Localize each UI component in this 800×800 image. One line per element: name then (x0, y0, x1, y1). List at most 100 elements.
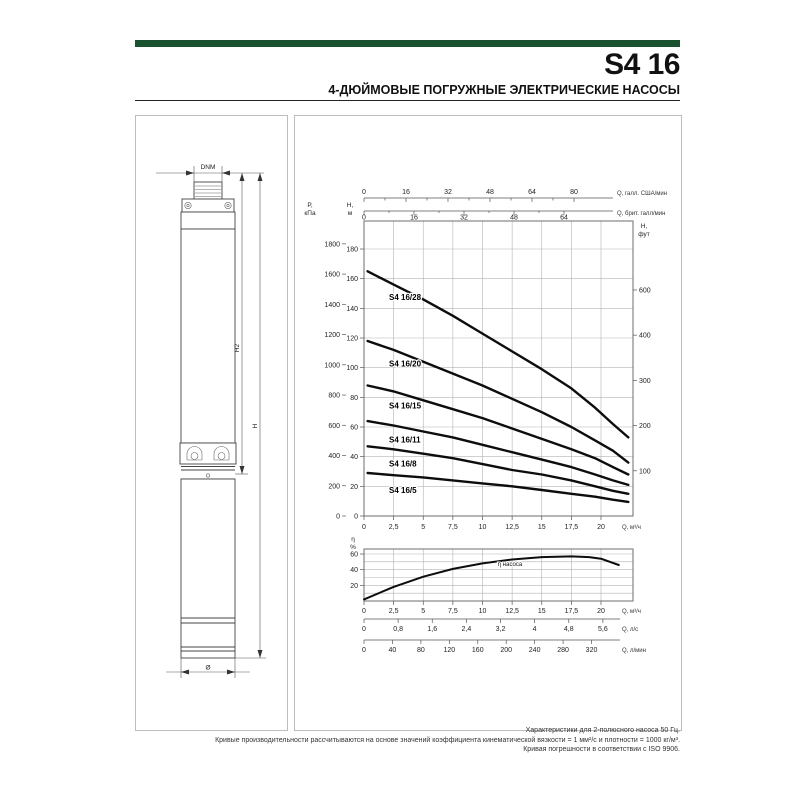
svg-text:40: 40 (389, 647, 397, 654)
svg-text:Q, м³/ч: Q, м³/ч (622, 525, 641, 531)
svg-text:кПа: кПа (304, 210, 316, 217)
svg-text:1200: 1200 (324, 332, 340, 339)
svg-text:80: 80 (417, 647, 425, 654)
svg-text:7,5: 7,5 (448, 524, 458, 531)
svg-text:P,: P, (307, 202, 312, 209)
svg-text:S4 16/8: S4 16/8 (389, 460, 417, 469)
svg-text:η насоса: η насоса (498, 562, 523, 568)
svg-text:1600: 1600 (324, 272, 340, 279)
svg-text:S4 16/20: S4 16/20 (389, 359, 422, 368)
svg-text:0: 0 (362, 215, 366, 222)
footnote-line: Характеристики для 2-полюсного насоса 50… (525, 727, 680, 734)
svg-text:17,5: 17,5 (565, 608, 579, 615)
svg-text:60: 60 (350, 552, 358, 559)
svg-text:%: % (350, 544, 356, 551)
svg-text:20: 20 (597, 524, 605, 531)
h2-arrow-bottom (239, 466, 245, 474)
svg-text:16: 16 (402, 189, 410, 196)
svg-text:20: 20 (350, 583, 358, 590)
dim-label-dnm: DNM (201, 164, 216, 171)
svg-text:200: 200 (328, 483, 340, 490)
svg-text:0: 0 (362, 608, 366, 615)
svg-text:16: 16 (410, 215, 418, 222)
svg-text:180: 180 (346, 247, 358, 254)
svg-text:Q, м³/ч: Q, м³/ч (622, 609, 641, 615)
dim-label-h2: H2 (234, 343, 241, 352)
page-subtitle: 4-ДЮЙМОВЫЕ ПОГРУЖНЫЕ ЭЛЕКТРИЧЕСКИЕ НАСОС… (328, 83, 680, 97)
pump-top-bracket (181, 198, 235, 213)
svg-text:Q, л/с: Q, л/с (622, 627, 638, 633)
svg-text:80: 80 (350, 395, 358, 402)
h-arrow-top (257, 173, 263, 181)
svg-text:7,5: 7,5 (448, 608, 458, 615)
dim-label-h: H (252, 423, 259, 428)
svg-text:300: 300 (639, 378, 651, 385)
svg-text:48: 48 (486, 189, 494, 196)
svg-text:100: 100 (346, 365, 358, 372)
svg-text:40: 40 (350, 454, 358, 461)
svg-text:400: 400 (328, 453, 340, 460)
svg-text:10: 10 (479, 524, 487, 531)
svg-text:15: 15 (538, 608, 546, 615)
svg-text:Q, брит. галл/мин: Q, брит. галл/мин (617, 211, 665, 217)
svg-text:160: 160 (346, 276, 358, 283)
footnote-line: Кривые производительности рассчитываются… (215, 736, 680, 744)
svg-text:2,5: 2,5 (389, 608, 399, 615)
svg-text:400: 400 (639, 333, 651, 340)
pump-technical-drawing: DNM (156, 164, 266, 678)
svg-text:240: 240 (529, 647, 541, 654)
dnm-arrow-left (186, 170, 194, 176)
svg-text:200: 200 (639, 423, 651, 430)
diameter-arrow-right (227, 669, 235, 675)
footnotes: Характеристики для 2-полюсного насоса 50… (160, 726, 680, 755)
svg-text:160: 160 (472, 647, 484, 654)
svg-text:15: 15 (538, 524, 546, 531)
svg-text:32: 32 (460, 215, 468, 222)
svg-text:1,6: 1,6 (427, 626, 437, 633)
pump-motor (180, 478, 236, 659)
h2-arrow-top (239, 173, 245, 181)
svg-text:200: 200 (500, 647, 512, 654)
pump-top-cap (180, 211, 236, 230)
svg-text:64: 64 (528, 189, 536, 196)
svg-text:100: 100 (639, 468, 651, 475)
svg-text:S4 16/11: S4 16/11 (389, 436, 421, 445)
svg-text:H,: H, (347, 202, 354, 209)
header-rule (135, 100, 680, 101)
svg-text:120: 120 (443, 647, 455, 654)
performance-chart: 0 2,5 5 7,5 10 12,5 15 17,5 20 Q, м³/ч02004006008… (304, 189, 667, 654)
svg-text:0,8: 0,8 (393, 626, 403, 633)
svg-text:40: 40 (350, 567, 358, 574)
svg-text:фут: фут (638, 231, 650, 238)
pump-suction (179, 442, 237, 465)
svg-text:64: 64 (560, 215, 568, 222)
svg-text:2,4: 2,4 (462, 626, 472, 633)
header-accent-bar (135, 40, 680, 47)
svg-text:800: 800 (328, 393, 340, 400)
svg-text:140: 140 (346, 306, 358, 313)
svg-text:м: м (348, 210, 353, 217)
chart-panel: 0 2,5 5 7,5 10 12,5 15 17,5 20 Q, м³/ч 0 200 400 600 8… (294, 115, 682, 731)
svg-text:S4 16/28: S4 16/28 (389, 293, 422, 302)
svg-text:1400: 1400 (324, 302, 340, 309)
svg-text:280: 280 (557, 647, 569, 654)
dnm-arrow-right (222, 170, 230, 176)
svg-text:0: 0 (336, 514, 340, 521)
svg-text:17,5: 17,5 (565, 524, 579, 531)
svg-text:0: 0 (362, 626, 366, 633)
svg-text:10: 10 (479, 608, 487, 615)
svg-text:2,5: 2,5 (389, 524, 399, 531)
svg-text:4,8: 4,8 (564, 626, 574, 633)
svg-text:η: η (351, 536, 355, 543)
svg-text:600: 600 (639, 287, 651, 294)
h-arrow-bottom (257, 650, 263, 658)
svg-text:12,5: 12,5 (505, 524, 519, 531)
svg-text:1800: 1800 (324, 241, 340, 248)
footnote-line: Кривая погрешности в соответствии с ISO … (523, 746, 680, 753)
svg-text:60: 60 (350, 425, 358, 432)
page-title: S4 16 (604, 48, 680, 81)
dim-label-diameter: Ø (205, 665, 210, 672)
svg-text:120: 120 (346, 336, 358, 343)
svg-text:S4 16/5: S4 16/5 (389, 486, 417, 495)
